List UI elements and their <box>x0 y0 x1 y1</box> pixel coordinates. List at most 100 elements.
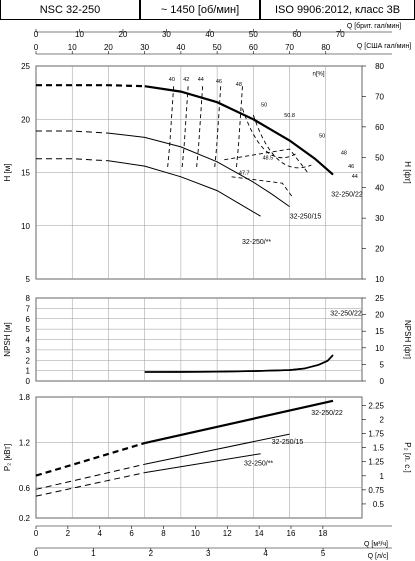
power-curve-2-dashed <box>35 472 145 497</box>
efficiency-label: 50 <box>261 102 267 108</box>
tick-label-uk: 40 <box>205 30 214 39</box>
head-series-label: 32-250/22 <box>331 192 363 199</box>
power-ylabel-left: P₂ [кВт] <box>3 444 12 471</box>
power-ytick-label-right: 0.5 <box>373 500 385 509</box>
tick-label-us: 20 <box>104 43 113 52</box>
head-curve-0-dashed <box>36 84 145 88</box>
tick-label-m3h: 0 <box>34 529 39 538</box>
tick-label-m3h: 4 <box>98 529 103 538</box>
head-ytick-label-right: 30 <box>375 214 384 223</box>
npsh-ytick-label-right: 20 <box>375 311 384 320</box>
tick-label-us: 30 <box>140 43 149 52</box>
head-ytick-left: 15 <box>21 169 30 178</box>
power-ytick-left: 0.2 <box>19 514 31 523</box>
power-series-label: 32-250/** <box>244 461 273 468</box>
head-ylabel-right: H [фт] <box>403 161 412 184</box>
npsh-ytick-label-right: 5 <box>380 360 385 369</box>
efficiency-marker: n[%] <box>313 72 325 78</box>
tick-label-uk: 70 <box>336 30 345 39</box>
npsh-ytick-left: 1 <box>26 367 31 376</box>
tick-label-us: 50 <box>213 43 222 52</box>
efficiency-label: 50 <box>319 133 325 139</box>
npsh-curve-0-solid <box>144 354 334 373</box>
tick-label-m3h: 12 <box>223 529 232 538</box>
head-ytick-label-right: 80 <box>375 62 384 71</box>
npsh-ytick-left: 2 <box>26 356 31 365</box>
tick-label-uk: 0 <box>34 30 39 39</box>
efficiency-isoline <box>196 86 204 168</box>
power-curve-1-solid <box>144 433 290 465</box>
efficiency-label: 44 <box>352 174 358 180</box>
efficiency-label: 48.5 <box>262 156 273 162</box>
efficiency-label: 42 <box>183 77 189 83</box>
npsh-curve-0-line <box>144 354 334 373</box>
tick-label-uk: 60 <box>292 30 301 39</box>
power-ytick-label-right: 1.75 <box>368 430 384 439</box>
tick-label-m3h: 14 <box>255 529 264 538</box>
tick-label-ls: 0 <box>34 549 39 558</box>
efficiency-label: 40 <box>169 77 175 83</box>
npsh-ytick-label-right: 25 <box>375 294 384 303</box>
power-curve-2-solid <box>144 453 261 474</box>
tick-label-us: 80 <box>321 43 330 52</box>
efficiency-label: 48 <box>236 82 242 88</box>
tick-label-uk: 10 <box>75 30 84 39</box>
npsh-ytick-left: 7 <box>26 304 31 313</box>
power-curve-0-dashed <box>35 442 146 477</box>
tick-label-us: 0 <box>34 43 39 52</box>
head-curve-2-solid <box>108 160 261 217</box>
efficiency-isoline <box>231 176 294 199</box>
tick-label-ls: 2 <box>149 549 154 558</box>
power-ytick-left: 1.2 <box>19 438 31 447</box>
power-ytick-left: 1.8 <box>19 393 31 402</box>
head-ytick-label-right: 10 <box>375 275 384 284</box>
head-ylabel-left: H [м] <box>3 164 12 182</box>
efficiency-label: 46 <box>216 79 222 85</box>
head-ytick-label-right: 40 <box>375 184 384 193</box>
efficiency-isoline <box>181 86 189 168</box>
power-ytick-label-right: 1 <box>380 472 385 481</box>
power-curve-1-dashed <box>35 463 145 490</box>
tick-label-us: 70 <box>285 43 294 52</box>
axis-label-ls: Q [л/с] <box>368 553 389 560</box>
tick-label-ls: 1 <box>91 549 96 558</box>
tick-label-m3h: 10 <box>191 529 200 538</box>
head-curve-2-dashed <box>36 158 109 162</box>
npsh-ytick-label-right: 0 <box>380 377 385 386</box>
power-curve-0-solid <box>144 399 334 445</box>
head-ytick-label-right: 60 <box>375 123 384 132</box>
npsh-ytick-left: 8 <box>26 294 31 303</box>
npsh-ytick-left: 6 <box>26 315 31 324</box>
power-ytick-label-right: 1.25 <box>368 458 384 467</box>
npsh-series-label: 32-250/22 <box>330 311 362 318</box>
axis-label-m3h: Q [м³/ч] <box>364 541 388 548</box>
power-ytick-label-right: 2.25 <box>368 401 384 410</box>
power-ylabel-right: P₂ [л. с.] <box>403 442 412 472</box>
head-ytick-label-right: 50 <box>375 153 384 162</box>
npsh-ytick-left: 3 <box>26 346 31 355</box>
power-ytick-label-right: 2 <box>380 416 385 425</box>
speed-cell: ~ 1450 [об/мин] <box>140 0 260 20</box>
tick-label-m3h: 16 <box>287 529 296 538</box>
efficiency-isoline <box>214 86 222 168</box>
efficiency-label: 46 <box>348 164 354 170</box>
npsh-ylabel-right: NPSH [фт] <box>403 320 412 359</box>
efficiency-isoline <box>242 108 298 159</box>
tick-label-us: 10 <box>68 43 77 52</box>
axis-label-us: Q [США гал/мин] <box>357 43 411 50</box>
efficiency-isoline <box>167 86 175 168</box>
tick-label-m3h: 2 <box>66 529 71 538</box>
efficiency-label: 47.7 <box>239 171 250 177</box>
npsh-ytick-left: 4 <box>26 336 31 345</box>
efficiency-isoline <box>224 148 309 173</box>
power-ytick-label-right: 0.75 <box>368 486 384 495</box>
efficiency-isoline <box>236 86 243 168</box>
head-ytick-left: 20 <box>21 115 30 124</box>
head-curve-1-solid <box>108 132 290 208</box>
tick-label-m3h: 18 <box>318 529 327 538</box>
head-ytick-left: 25 <box>21 62 30 71</box>
npsh-ytick-label-right: 10 <box>375 344 384 353</box>
tick-label-m3h: 8 <box>161 529 166 538</box>
